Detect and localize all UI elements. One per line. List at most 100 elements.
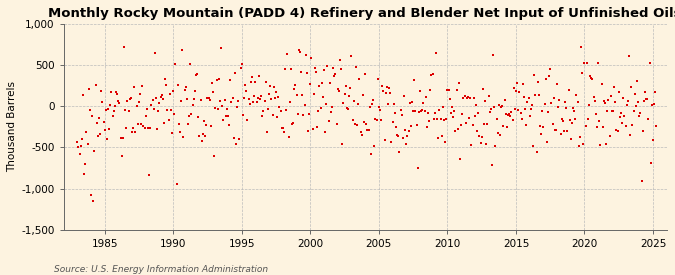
- Point: [523, 96, 534, 101]
- Point: [343, 107, 354, 111]
- Point: [324, 80, 335, 85]
- Point: [328, 66, 339, 71]
- Point: [610, 100, 621, 104]
- Point: [176, 99, 186, 103]
- Point: [171, 182, 182, 186]
- Point: [421, 124, 432, 129]
- Point: [386, 139, 397, 144]
- Point: [616, 111, 626, 115]
- Point: [381, 85, 392, 89]
- Point: [258, 109, 269, 113]
- Point: [256, 94, 267, 98]
- Point: [91, 121, 102, 125]
- Point: [86, 114, 97, 118]
- Point: [614, 90, 624, 94]
- Point: [467, 123, 478, 127]
- Point: [350, 122, 360, 126]
- Point: [84, 108, 95, 112]
- Point: [504, 111, 514, 116]
- Point: [116, 154, 127, 159]
- Point: [287, 122, 298, 126]
- Point: [392, 133, 402, 138]
- Point: [127, 130, 138, 135]
- Point: [434, 108, 445, 112]
- Point: [408, 109, 418, 113]
- Point: [617, 120, 628, 125]
- Point: [218, 118, 229, 122]
- Point: [460, 120, 471, 125]
- Point: [203, 96, 214, 100]
- Point: [385, 91, 396, 95]
- Point: [228, 136, 239, 141]
- Point: [97, 100, 108, 104]
- Point: [380, 90, 391, 95]
- Point: [313, 109, 324, 113]
- Point: [148, 107, 159, 112]
- Point: [175, 130, 186, 134]
- Point: [526, 103, 537, 108]
- Point: [601, 141, 612, 146]
- Point: [332, 87, 343, 91]
- Point: [302, 71, 313, 75]
- Point: [528, 144, 539, 148]
- Point: [153, 109, 164, 114]
- Point: [428, 117, 439, 121]
- Point: [571, 92, 582, 97]
- Point: [555, 132, 566, 136]
- Point: [305, 82, 316, 87]
- Point: [627, 123, 638, 127]
- Point: [195, 98, 206, 102]
- Point: [522, 100, 533, 104]
- Point: [226, 100, 237, 104]
- Point: [213, 77, 224, 81]
- Point: [354, 76, 364, 81]
- Point: [337, 142, 348, 146]
- Point: [155, 94, 166, 99]
- Point: [356, 133, 367, 137]
- Point: [464, 116, 475, 120]
- Point: [645, 161, 656, 165]
- Point: [224, 123, 235, 127]
- Point: [466, 143, 477, 148]
- Point: [317, 95, 328, 99]
- Point: [398, 94, 409, 98]
- Point: [602, 109, 613, 113]
- Point: [101, 108, 111, 112]
- Point: [573, 144, 584, 148]
- Point: [94, 116, 105, 120]
- Point: [543, 110, 554, 114]
- Point: [107, 114, 118, 118]
- Point: [317, 81, 327, 85]
- Point: [454, 81, 464, 85]
- Point: [74, 152, 85, 156]
- Point: [353, 101, 364, 106]
- Point: [540, 76, 551, 81]
- Point: [512, 81, 522, 86]
- Point: [109, 108, 119, 113]
- Point: [315, 106, 326, 110]
- Point: [513, 108, 524, 112]
- Point: [401, 142, 412, 146]
- Point: [134, 100, 144, 104]
- Point: [436, 134, 447, 139]
- Point: [243, 97, 254, 101]
- Point: [333, 89, 344, 93]
- Point: [640, 90, 651, 94]
- Point: [223, 113, 234, 118]
- Point: [585, 73, 595, 78]
- Point: [82, 142, 93, 147]
- Point: [309, 65, 320, 70]
- Point: [508, 86, 519, 90]
- Point: [193, 114, 204, 119]
- Point: [161, 83, 171, 87]
- Point: [376, 118, 387, 123]
- Point: [630, 103, 641, 108]
- Point: [126, 96, 136, 100]
- Point: [117, 135, 128, 140]
- Point: [635, 111, 646, 115]
- Point: [211, 78, 222, 82]
- Point: [286, 67, 296, 71]
- Point: [251, 100, 262, 104]
- Point: [213, 107, 223, 111]
- Point: [261, 80, 271, 84]
